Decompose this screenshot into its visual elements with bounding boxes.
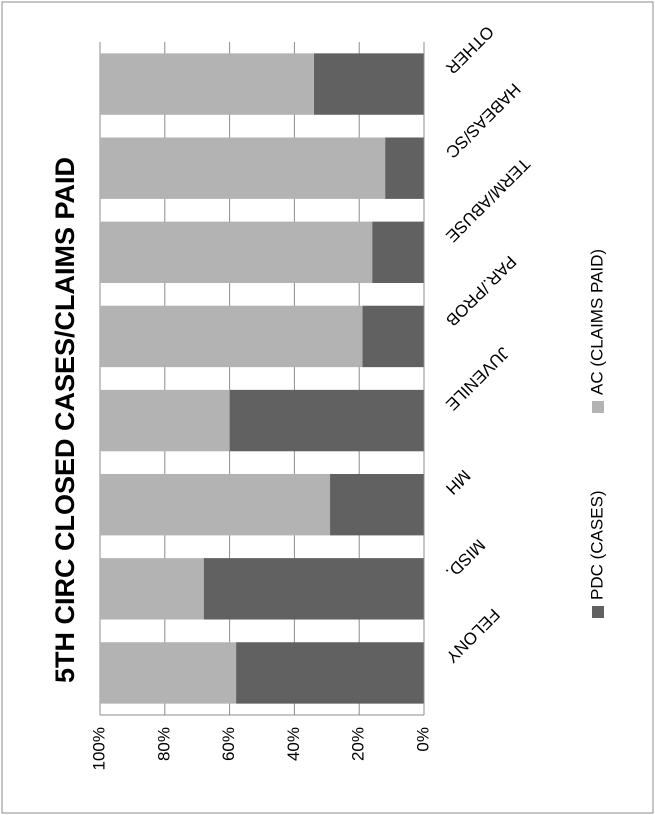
value-tick-label: 0% (413, 727, 432, 752)
value-tick-label: 60% (219, 727, 238, 761)
legend: PDC (CASES) AC (CLAIMS PAID) (587, 249, 606, 618)
bar-ac-juvenile (100, 389, 230, 452)
bar-ac-habeas-sc (100, 137, 386, 199)
bar-pdc-felony (236, 642, 424, 704)
axes (100, 42, 425, 716)
value-tick-label: 100% (89, 727, 108, 770)
bar-ac-par-prob (100, 305, 363, 368)
legend-swatch (592, 606, 604, 618)
bar-ac-misd (100, 558, 204, 620)
bar-pdc-misd (203, 558, 424, 620)
value-tick-label: 40% (284, 727, 303, 761)
legend-label: PDC (CASES) (587, 490, 606, 600)
bar-pdc-par-prob (362, 305, 424, 368)
legend-swatch (592, 401, 604, 413)
bars (100, 53, 424, 704)
bar-pdc-term-abuse (372, 221, 424, 284)
bar-ac-term-abuse (100, 221, 373, 284)
bar-pdc-juvenile (229, 389, 424, 452)
value-tick-label: 80% (154, 727, 173, 761)
legend-label: AC (CLAIMS PAID) (587, 249, 606, 395)
value-ticks: 0% 20% 40% 60% 80% 100% (89, 727, 432, 770)
bar-pdc-mh (330, 473, 424, 536)
bar-pdc-other (313, 53, 424, 115)
bar-pdc-habeas-sc (385, 137, 424, 199)
bar-ac-felony (100, 642, 237, 704)
value-tick-label: 20% (349, 727, 368, 761)
chart-title: 5TH CIRC CLOSED CASES/CLAIMS PAID (50, 157, 80, 683)
bar-ac-other (100, 53, 314, 115)
bar-ac-mh (100, 473, 331, 536)
